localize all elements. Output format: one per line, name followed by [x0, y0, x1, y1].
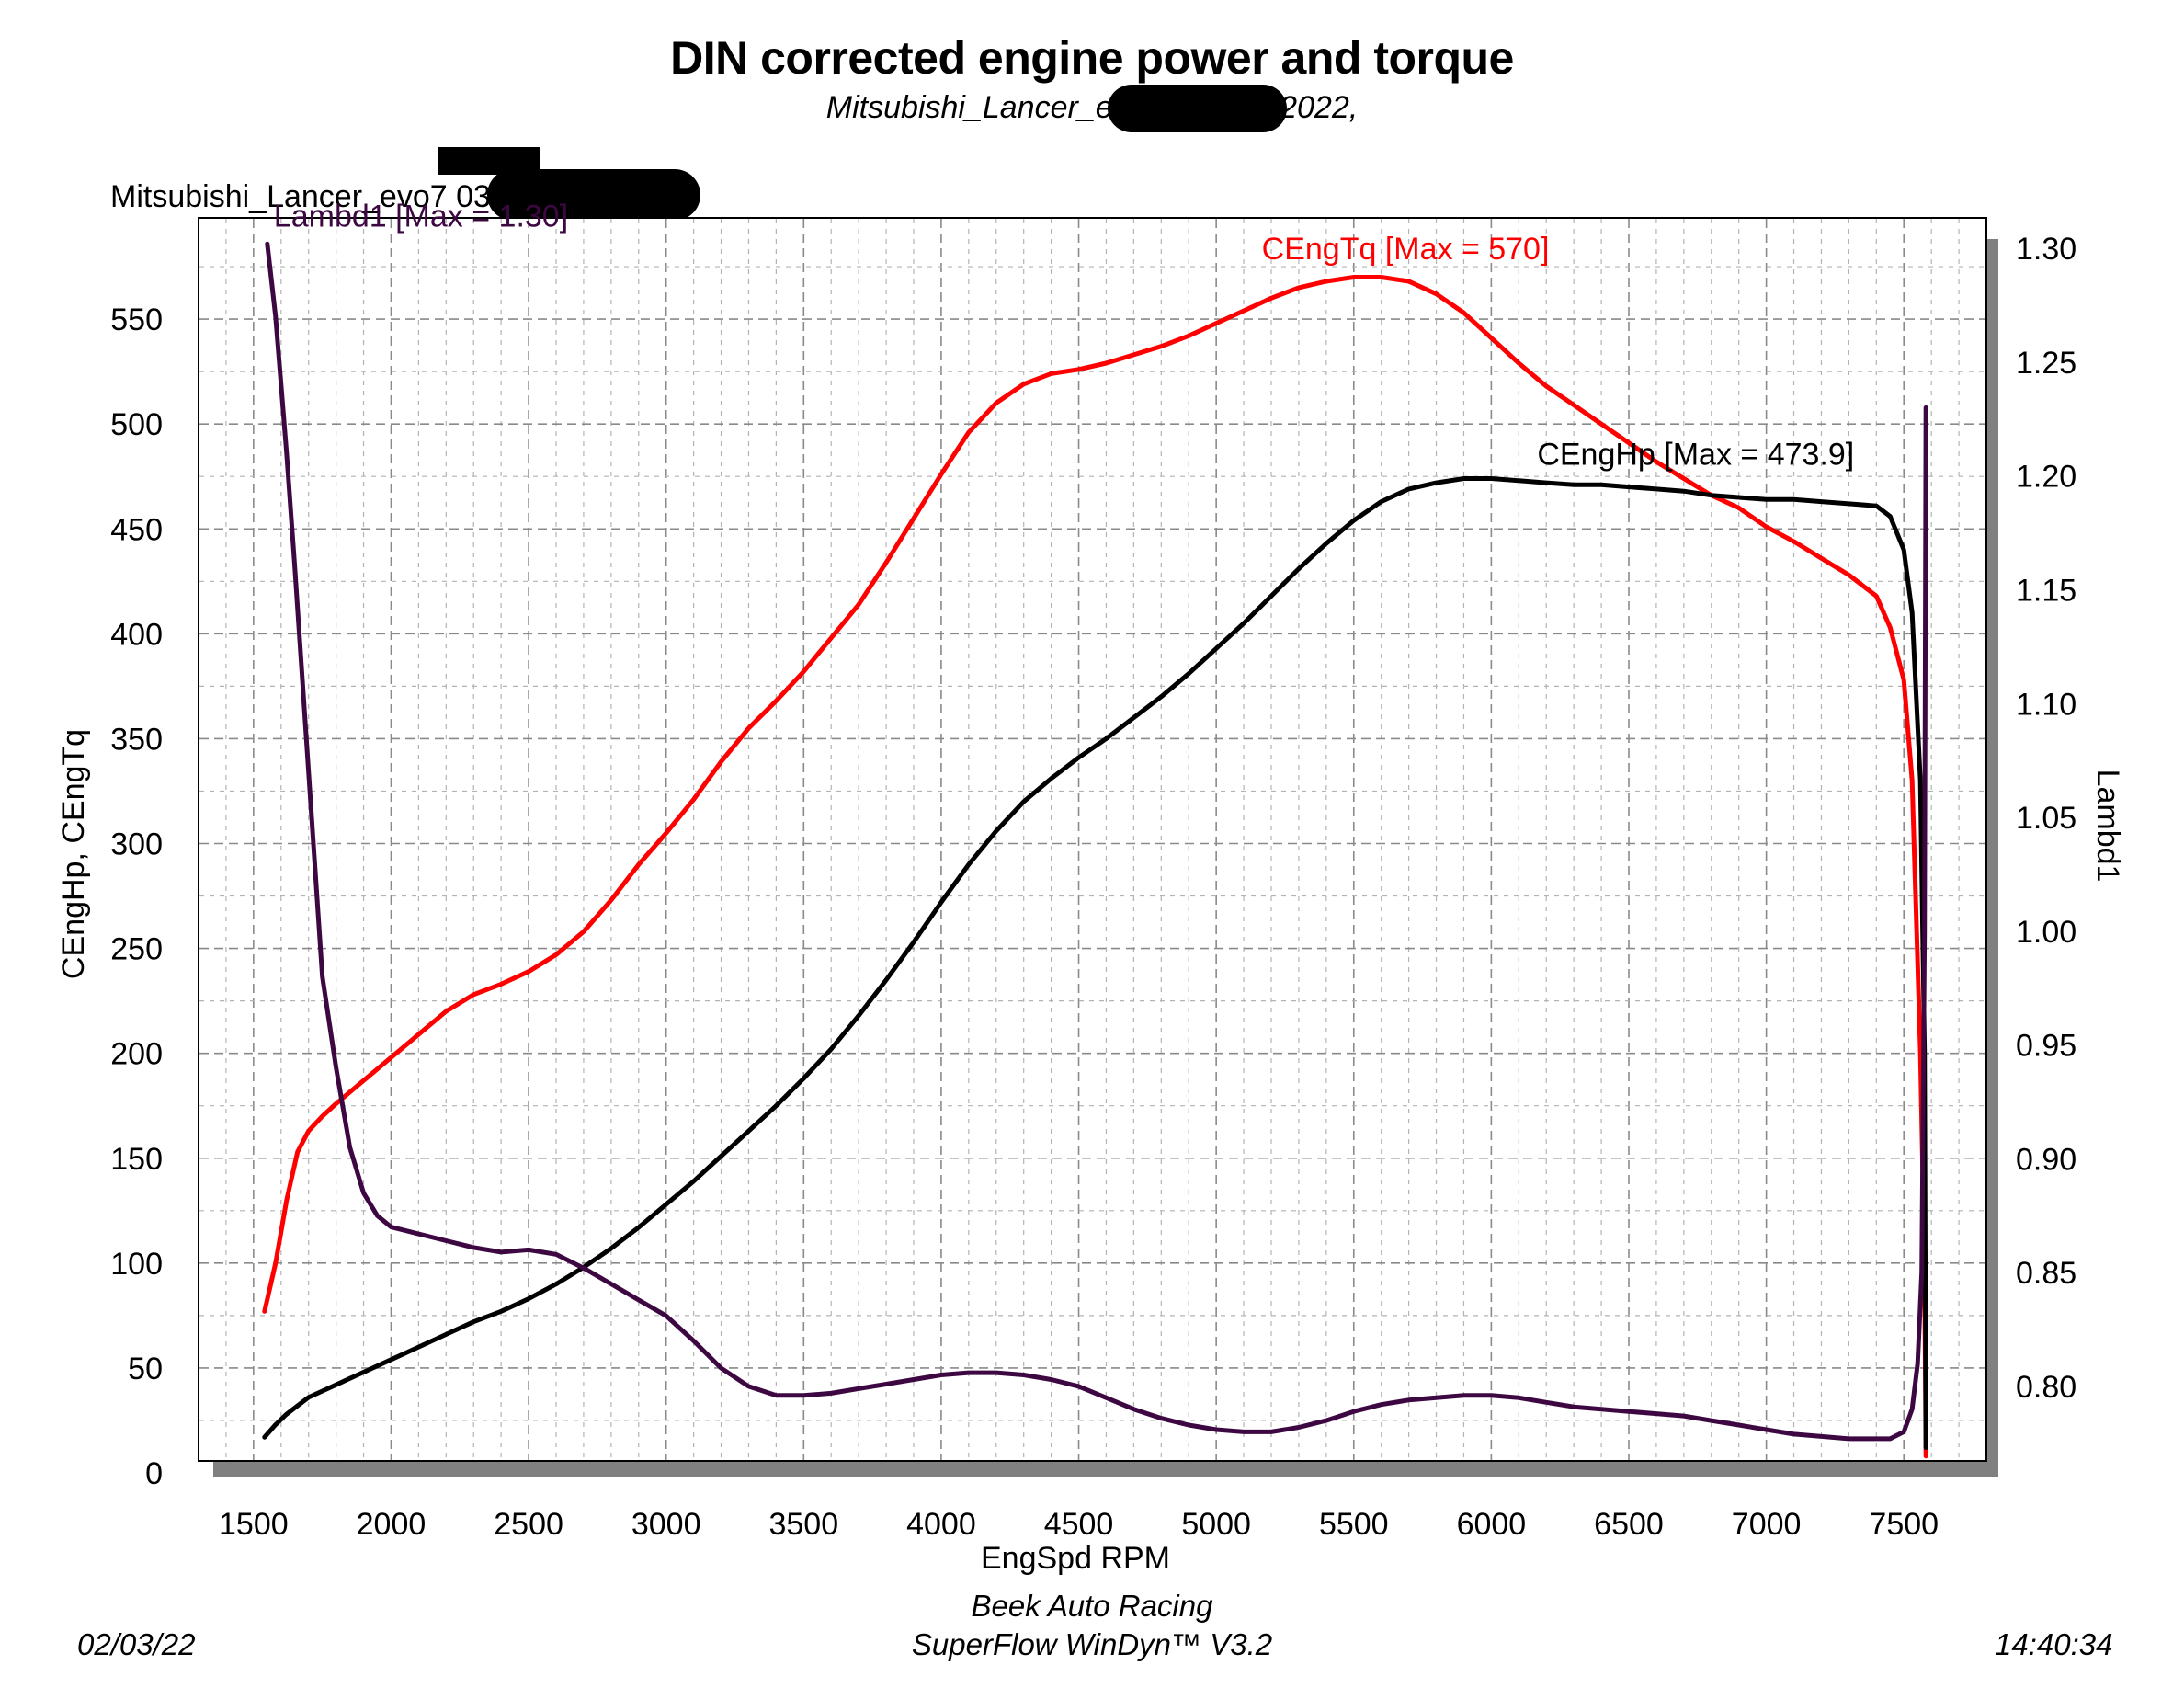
y2-tick-label: 1.30 — [2016, 232, 2076, 267]
footer-date: 02/03/22 — [77, 1627, 196, 1661]
y2-tick-label: 1.25 — [2016, 346, 2076, 381]
y-tick-label: 350 — [110, 722, 163, 757]
y2-tick-label: 1.20 — [2016, 460, 2076, 495]
annotations: Lambd1 [Max = 1.30] CEngTq [Max = 570] CEn… — [274, 199, 1854, 472]
y2-tick-label: 0.90 — [2016, 1142, 2076, 1177]
x-tick-label: 2500 — [494, 1507, 563, 1542]
y2-tick-label: 1.15 — [2016, 573, 2076, 608]
series-line-cengtq — [262, 275, 1928, 1459]
redaction-mark — [1108, 85, 1287, 132]
y-tick-label: 50 — [128, 1352, 163, 1386]
chart-title: DIN corrected engine power and torque — [670, 32, 1514, 84]
x-axis-label: EngSpd RPM — [981, 1541, 1170, 1576]
y-tick-label: 400 — [110, 617, 163, 652]
x-tick-label: 7000 — [1732, 1507, 1802, 1542]
y2-tick-label: 1.10 — [2016, 687, 2076, 722]
series-line-cenghp — [262, 476, 1928, 1451]
x-tick-label: 3000 — [631, 1507, 701, 1542]
x-tick-label: 4500 — [1044, 1507, 1114, 1542]
annotation-cengtq: CEngTq [Max = 570] — [1262, 232, 1550, 267]
y-axis-label: CEngHp, CEngTq — [56, 729, 91, 979]
x-tick-label: 3500 — [768, 1507, 838, 1542]
x-tick-label: 7500 — [1869, 1507, 1939, 1542]
plot-area — [198, 217, 1987, 1462]
y-tick-label: 550 — [110, 302, 163, 337]
grid — [199, 219, 1985, 1460]
footer-company: Beek Auto Racing — [971, 1589, 1213, 1623]
series-layer — [262, 241, 1928, 1459]
x-tick-label: 5000 — [1181, 1507, 1251, 1542]
y-tick-label: 250 — [110, 932, 163, 967]
y2-tick-label: 1.05 — [2016, 801, 2076, 836]
footer-software: SuperFlow WinDyn™ V3.2 — [911, 1627, 1273, 1661]
x-tick-label: 6000 — [1457, 1507, 1527, 1542]
axes: 1500 2000 2500 3000 3500 4000 4500 5000 5500 6000… — [56, 232, 2125, 1576]
y-tick-label: 0 — [145, 1456, 163, 1491]
annotation-lambd1: Lambd1 [Max = 1.30] — [274, 199, 568, 234]
y-tick-label: 300 — [110, 827, 163, 862]
y-tick-label: 450 — [110, 512, 163, 547]
y-tick-label: 100 — [110, 1247, 163, 1282]
y2-tick-label: 0.95 — [2016, 1029, 2076, 1064]
y2-tick-label: 1.00 — [2016, 915, 2076, 950]
redaction-mark — [487, 169, 700, 221]
y-tick-label: 150 — [110, 1142, 163, 1177]
y2-axis-label: Lambd1 — [2090, 770, 2125, 883]
annotation-cenghp: CEngHp [Max = 473.9] — [1537, 437, 1854, 472]
series-line-lambd1 — [265, 241, 1928, 1442]
x-tick-label: 2000 — [357, 1507, 427, 1542]
footer-time: 14:40:34 — [1995, 1627, 2113, 1661]
y-tick-label: 200 — [110, 1037, 163, 1072]
x-tick-label: 4000 — [906, 1507, 976, 1542]
x-tick-label: 1500 — [219, 1507, 289, 1542]
x-tick-label: 6500 — [1594, 1507, 1664, 1542]
y2-tick-label: 0.80 — [2016, 1370, 2076, 1405]
y2-tick-label: 0.85 — [2016, 1256, 2076, 1291]
y-tick-label: 500 — [110, 407, 163, 442]
x-tick-label: 5500 — [1319, 1507, 1389, 1542]
